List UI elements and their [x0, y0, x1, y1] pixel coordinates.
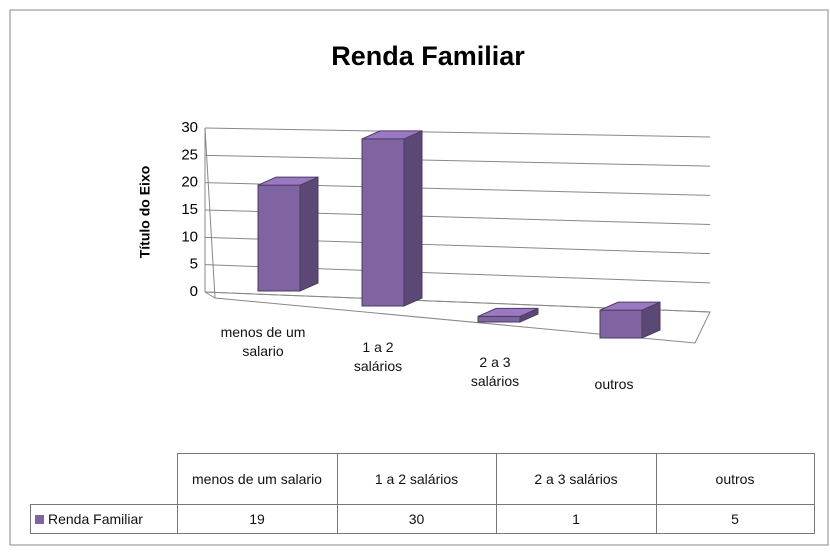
bar-front: [257, 184, 301, 292]
table-value-cell: 30: [336, 504, 497, 534]
legend-label: Renda Familiar: [48, 511, 143, 527]
side-wall: [204, 127, 216, 299]
x-tick-label: outros: [594, 376, 634, 392]
blank-cell: [30, 453, 178, 505]
y-tick-label: 0: [190, 283, 198, 300]
y-axis-title: Título do Eixo: [137, 166, 153, 259]
bar: [361, 130, 423, 307]
x-tick-label: menos de um salario: [220, 324, 306, 359]
bar-front: [599, 309, 643, 339]
table-value-cell: 19: [176, 504, 338, 534]
bar-top: [477, 307, 539, 317]
legend-cell: Renda Familiar: [30, 504, 178, 534]
table-header-cell: 2 a 3 salários: [495, 453, 657, 505]
table-header-cell: 1 a 2 salários: [336, 453, 497, 505]
bar: [257, 176, 319, 292]
bar: [599, 301, 661, 339]
y-tick-label: 30: [181, 119, 198, 136]
table-value-cell: 1: [495, 504, 657, 534]
y-tick-label: 5: [190, 256, 198, 273]
bar: [477, 307, 539, 323]
bar-side: [403, 130, 423, 307]
grid-line: [204, 127, 711, 138]
x-tick-label: 2 a 3 salários: [470, 354, 520, 389]
table-header-cell: outros: [655, 453, 815, 505]
bar-front: [477, 315, 521, 323]
y-tick-label: 15: [181, 201, 198, 218]
bar-top: [257, 176, 319, 186]
chart-title: Renda Familiar: [331, 41, 525, 71]
y-tick-label: 25: [181, 146, 198, 163]
bar-top: [361, 130, 423, 140]
table-value-cell: 5: [655, 504, 815, 534]
table-header-cell: menos de um salario: [176, 453, 338, 505]
bar-front: [361, 138, 405, 307]
data-table: menos de um salario 1 a 2 salários 2 a 3 s…: [30, 453, 815, 534]
x-tick-label: 1 a 2 salários: [353, 339, 403, 374]
grid-line: [204, 154, 711, 167]
y-tick-label: 10: [181, 228, 198, 245]
legend-key: [35, 515, 44, 524]
bar-top: [599, 301, 661, 311]
bar-side: [299, 176, 319, 292]
y-tick-label: 20: [181, 174, 198, 191]
